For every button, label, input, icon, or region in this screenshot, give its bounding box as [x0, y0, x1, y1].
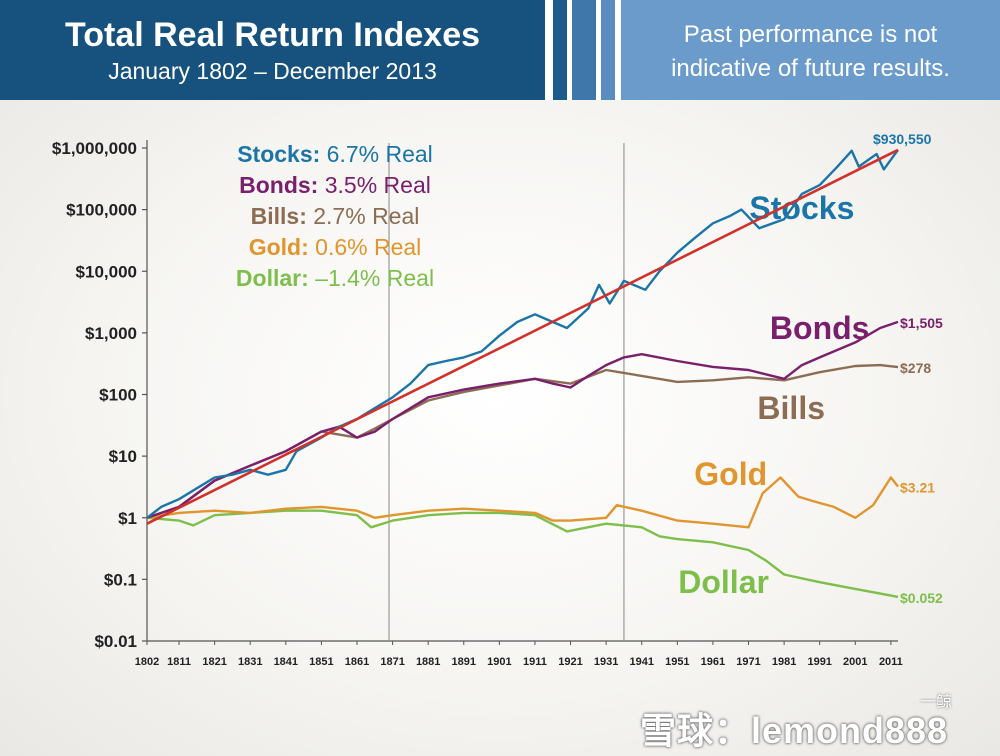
y-tick-label: $10,000	[76, 262, 137, 281]
x-tick-label: 1871	[380, 656, 404, 668]
title-banner	[0, 0, 545, 100]
series-label: Stocks	[749, 190, 854, 226]
legend-series-rate: 2.7% Real	[313, 203, 419, 229]
series-line-bills	[146, 363, 899, 519]
series-label: Bonds	[770, 310, 870, 346]
series-line-trend	[146, 148, 899, 525]
x-tick-label: 1941	[629, 656, 653, 668]
legend-entry: Dollar: –1.4% Real	[236, 265, 434, 291]
watermark: 雪球：lemond888	[640, 710, 949, 751]
x-tick-label: 1881	[416, 656, 440, 668]
x-tick-label: 1841	[274, 656, 298, 668]
end-value-label: $278	[900, 360, 931, 376]
legend-series-rate: 6.7% Real	[327, 141, 433, 167]
legend-series-name: Bills:	[251, 203, 314, 229]
banner-divider	[615, 0, 621, 100]
y-tick-label: $10	[109, 447, 137, 466]
banner-stripe	[553, 0, 567, 100]
banner-divider	[567, 0, 572, 100]
y-tick-label: $1,000	[85, 324, 137, 343]
x-tick-label: 1921	[558, 656, 582, 668]
end-value-label: $1,505	[900, 315, 943, 331]
x-tick-label: 1821	[202, 656, 226, 668]
end-value-label: $3.21	[900, 480, 935, 496]
legend-entry: Bonds: 3.5% Real	[239, 172, 431, 198]
x-tick-label: 1901	[487, 656, 511, 668]
legend-series-name: Gold:	[249, 234, 315, 260]
chart-background	[0, 100, 1000, 756]
series-line-dollar	[146, 509, 899, 599]
end-value-label: $930,550	[873, 131, 932, 147]
x-tick-label: 1971	[736, 656, 760, 668]
legend-series-rate: –1.4% Real	[315, 265, 434, 291]
x-tick-label: 1891	[452, 656, 476, 668]
legend-entry: Gold: 0.6% Real	[249, 234, 422, 260]
y-tick-label: $0.01	[94, 632, 137, 651]
watermark-corner: 一鲸	[920, 694, 953, 711]
series-line-stocks	[146, 149, 899, 519]
chart-subtitle: January 1802 – December 2013	[108, 58, 437, 84]
x-tick-label: 1861	[345, 656, 369, 668]
legend-series-rate: 3.5% Real	[325, 172, 431, 198]
series-label: Bills	[757, 390, 825, 426]
banner-divider	[596, 0, 601, 100]
legend-series-name: Stocks:	[237, 141, 326, 167]
x-tick-label: 2001	[843, 656, 867, 668]
x-tick-label: 1802	[135, 656, 159, 668]
series-line-bonds	[146, 320, 899, 519]
y-tick-label: $100,000	[66, 201, 137, 220]
series-line-gold	[146, 476, 899, 529]
series-label: Gold	[694, 456, 767, 492]
disclaimer-line: Past performance is not	[683, 21, 938, 48]
banner-stripe	[601, 0, 615, 100]
chart-title: Total Real Return Indexes	[64, 16, 481, 54]
legend-series-rate: 0.6% Real	[315, 234, 421, 260]
x-tick-label: 1831	[238, 656, 262, 668]
legend-entry: Stocks: 6.7% Real	[237, 141, 433, 167]
x-tick-label: 1991	[807, 656, 831, 668]
x-tick-label: 1851	[309, 656, 333, 668]
x-tick-label: 1981	[772, 656, 796, 668]
disclaimer-banner	[621, 0, 1000, 100]
x-tick-label: 1911	[523, 656, 547, 668]
disclaimer-line: indicative of future results.	[671, 55, 950, 82]
x-tick-label: 1951	[665, 656, 689, 668]
end-value-label: $0.052	[900, 590, 943, 606]
x-tick-label: 1961	[701, 656, 725, 668]
x-tick-label: 1811	[167, 656, 191, 668]
y-tick-label: $1	[118, 509, 137, 528]
x-tick-label: 1931	[594, 656, 618, 668]
x-tick-label: 2011	[879, 656, 903, 668]
series-label: Dollar	[678, 564, 769, 600]
legend-series-name: Bonds:	[239, 172, 325, 198]
disclaimer-text: Past performance is not indicative of fu…	[621, 18, 1000, 86]
legend-entry: Bills: 2.7% Real	[251, 203, 420, 229]
legend-series-name: Dollar:	[236, 265, 315, 291]
y-tick-label: $1,000,000	[52, 139, 137, 158]
banner-stripe	[572, 0, 596, 100]
banner-divider	[545, 0, 553, 100]
chart-plot: $1,000,000 $100,000 $10,000 $1,000 $100 $10 $1…	[52, 131, 943, 668]
y-tick-label: $100	[99, 386, 137, 405]
y-tick-label: $0.1	[104, 570, 137, 589]
